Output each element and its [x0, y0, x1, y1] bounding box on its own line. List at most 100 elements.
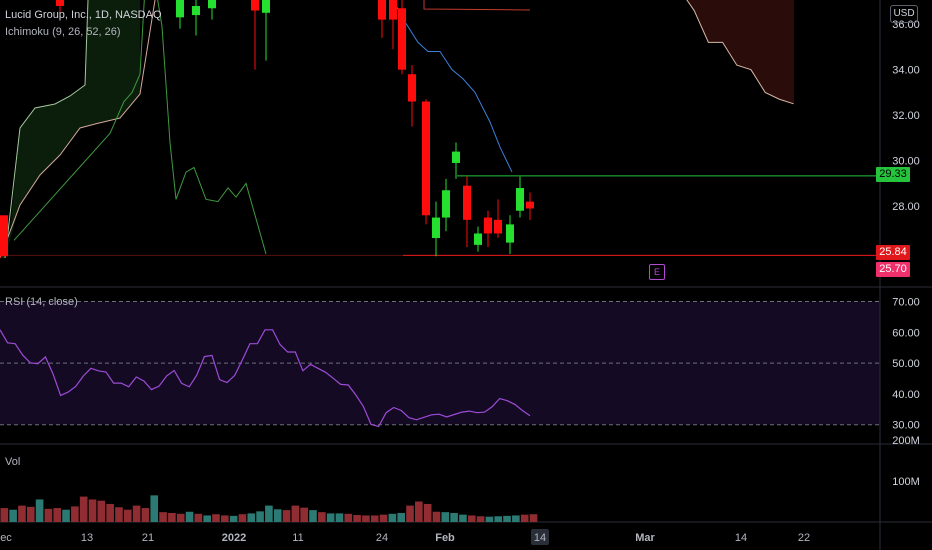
volume-tick-label: 200M: [892, 435, 920, 447]
rsi-line: [0, 329, 531, 428]
ichimoku-lagging-span: [13, 0, 267, 255]
volume-bar: [106, 503, 114, 522]
volume-bar: [344, 513, 353, 522]
volume-bar: [485, 516, 494, 522]
volume-bar: [265, 505, 273, 522]
rsi-tick-label: 70.00: [892, 297, 920, 309]
candle-body: [0, 215, 8, 257]
candle-body: [494, 219, 502, 234]
x-axis-label: Mar: [635, 532, 655, 544]
volume-bar: [44, 508, 53, 522]
volume-bar: [494, 516, 503, 522]
volume-bar: [35, 499, 44, 522]
volume-bar: [273, 509, 282, 522]
volume-bar: [318, 512, 326, 522]
candle-body: [516, 187, 524, 211]
volume-bar: [176, 513, 185, 522]
earnings-marker[interactable]: E: [649, 264, 665, 280]
candle-body: [408, 74, 416, 102]
ichimoku-cloud-red: [680, 0, 794, 104]
x-axis-label: 21: [142, 532, 154, 544]
volume-bar: [512, 515, 520, 522]
candle-body: [251, 0, 259, 11]
volume-pane[interactable]: [0, 495, 538, 522]
candle-body: [463, 185, 471, 220]
ichimoku-legend[interactable]: Ichimoku (9, 26, 52, 26): [5, 26, 121, 38]
x-axis-label: 14: [534, 532, 546, 544]
currency-button[interactable]: USD: [890, 5, 918, 23]
ichimoku-base-line: [394, 3, 513, 173]
volume-bar: [353, 515, 361, 522]
volume-bar: [141, 508, 150, 522]
volume-bar: [406, 505, 414, 522]
volume-bar: [203, 515, 211, 522]
volume-bar: [229, 515, 238, 522]
rsi-pane[interactable]: [0, 301, 880, 428]
x-axis-label: 24: [376, 532, 388, 544]
candle-body: [208, 0, 216, 9]
volume-bar: [459, 514, 467, 522]
ichimoku-leading-span: [686, 0, 794, 105]
volume-bar: [159, 512, 167, 522]
candle-body: [262, 0, 270, 13]
rsi-legend[interactable]: RSI (14, close): [5, 296, 78, 308]
volume-bar: [335, 513, 344, 522]
volume-bar: [362, 515, 370, 522]
price-tag-support: 25.84: [876, 245, 910, 260]
volume-bar: [309, 510, 317, 522]
ichimoku-span-b: [0, 0, 156, 259]
x-axis-label: 14: [735, 532, 747, 544]
ichimoku-span-a: [4, 0, 89, 259]
price-pane[interactable]: [0, 0, 880, 259]
volume-bar: [168, 512, 176, 522]
candle-body: [526, 201, 534, 209]
price-tick-label: 30.00: [892, 156, 920, 168]
axes-layer: 36.0034.0032.0030.0028.0070.0060.0050.00…: [0, 19, 920, 545]
volume-bar: [115, 507, 123, 522]
volume-bar: [194, 513, 203, 522]
candle-body: [56, 0, 64, 6]
volume-bar: [370, 515, 379, 522]
candle-body: [432, 217, 440, 239]
x-axis-label: 22: [798, 532, 810, 544]
volume-bar: [326, 513, 335, 522]
volume-bar: [476, 516, 485, 522]
price-tick-label: 28.00: [892, 201, 920, 213]
volume-bar: [132, 505, 141, 522]
candle-body: [442, 190, 450, 218]
volume-bar: [71, 506, 79, 522]
ichimoku-conversion-line: [423, 0, 531, 11]
volume-bar: [150, 495, 159, 522]
candle-body: [398, 8, 406, 70]
price-tag-resistance: 29.33: [876, 167, 910, 182]
volume-bar: [123, 509, 132, 522]
volume-bar: [282, 510, 291, 522]
volume-tick-label: 100M: [892, 476, 920, 488]
rsi-tick-label: 40.00: [892, 389, 920, 401]
volume-bar: [18, 505, 26, 522]
symbol-title[interactable]: Lucid Group, Inc., 1D, NASDAQ: [5, 9, 162, 21]
x-axis-label: ec: [0, 532, 12, 544]
x-axis-label: 2022: [222, 532, 246, 544]
volume-bar: [441, 512, 450, 522]
candle-body: [389, 0, 397, 20]
volume-bar: [9, 509, 17, 522]
candle-body: [176, 0, 184, 18]
volume-bar: [529, 514, 538, 522]
volume-bar: [450, 512, 458, 522]
x-axis-label: 11: [292, 532, 303, 544]
volume-legend[interactable]: Vol: [5, 456, 21, 468]
volume-bar: [26, 506, 35, 522]
candle-body: [192, 5, 200, 16]
volume-bar: [291, 505, 300, 522]
price-tick-label: 32.00: [892, 110, 920, 122]
volume-bar: [53, 508, 62, 522]
volume-bar: [503, 515, 511, 522]
candle-body: [506, 224, 514, 243]
volume-bar: [212, 514, 220, 522]
volume-bar: [415, 501, 423, 522]
volume-bar: [97, 500, 106, 522]
volume-bar: [520, 514, 529, 522]
candle-body: [484, 217, 492, 234]
